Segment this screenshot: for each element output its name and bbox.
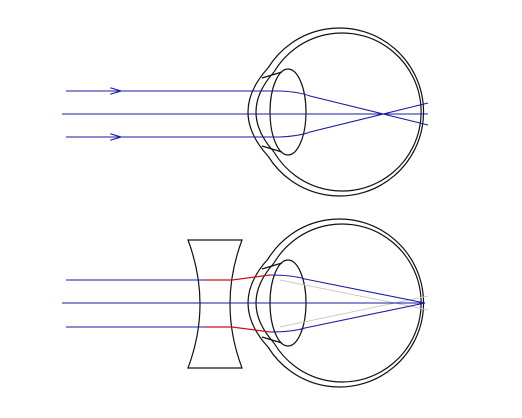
diverged-ray <box>205 274 271 281</box>
cornea-inner <box>255 71 275 153</box>
ray <box>66 90 429 126</box>
ray <box>269 274 426 304</box>
iris <box>261 71 283 153</box>
ray <box>269 302 426 333</box>
sclera-inner <box>273 32 422 192</box>
normal-eye-diagram <box>62 27 429 197</box>
corrected-eye-diagram <box>62 218 429 388</box>
ray <box>66 102 429 138</box>
diverged-ray <box>205 326 271 333</box>
cornea-outer <box>247 67 269 157</box>
sclera-outer <box>267 27 425 197</box>
concave-lens <box>187 239 243 369</box>
iris <box>261 262 283 344</box>
lens <box>269 68 307 156</box>
